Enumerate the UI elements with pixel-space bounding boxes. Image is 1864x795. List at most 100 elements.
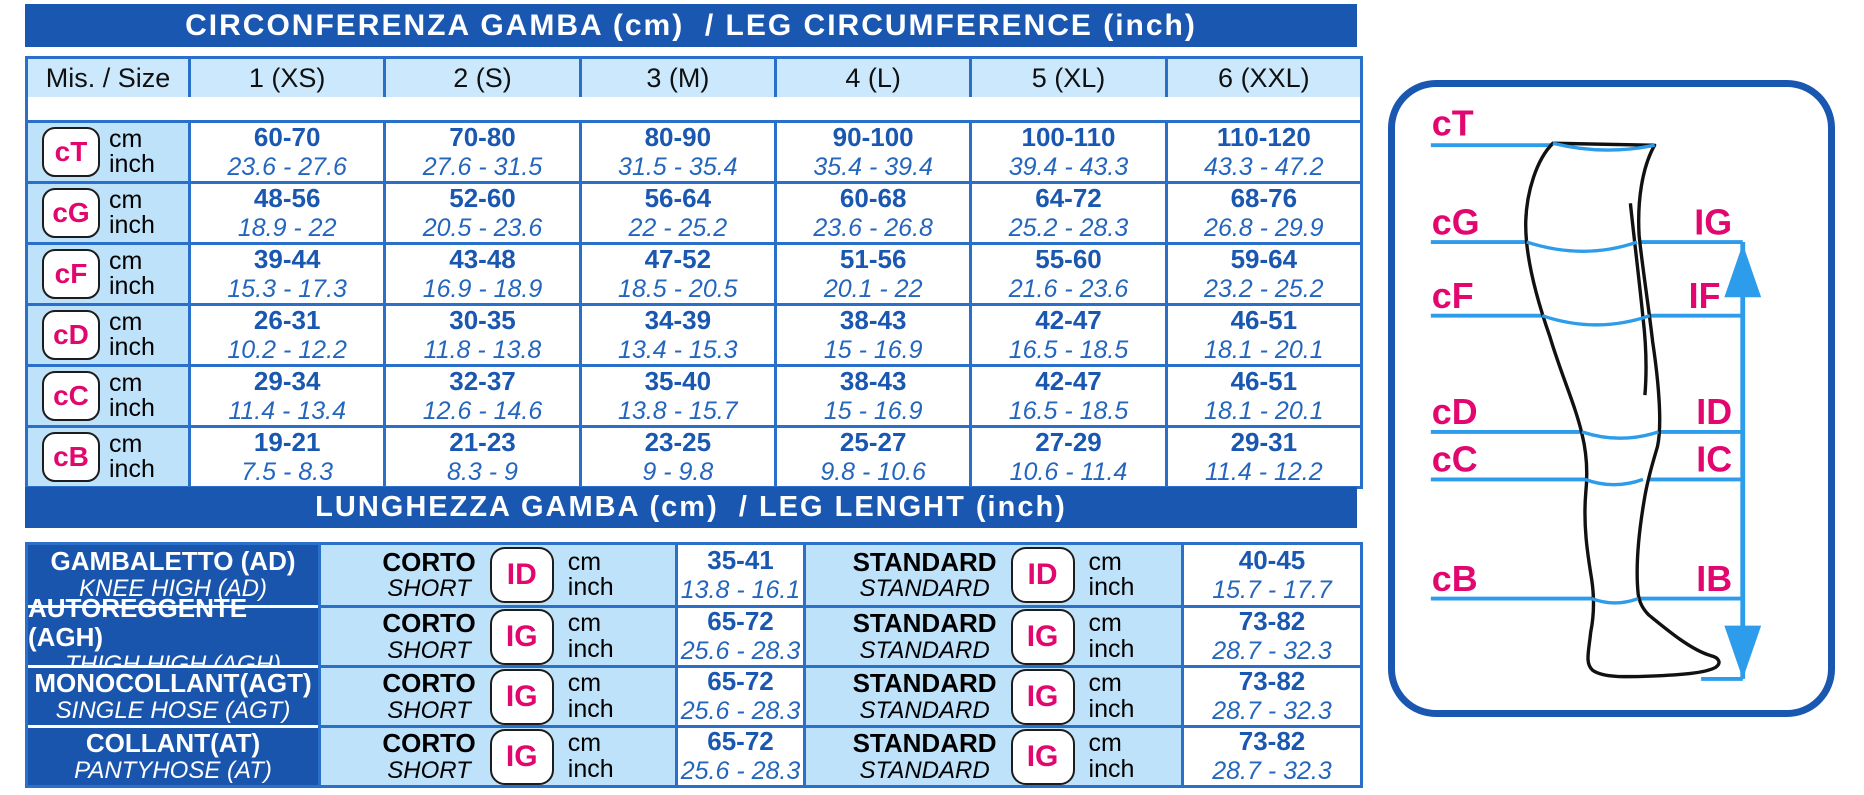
unit-labels: cm inch: [109, 248, 155, 300]
inch-range: 28.7 - 32.3: [1212, 697, 1332, 726]
inch-range: 18.5 - 20.5: [618, 274, 738, 303]
size-col-3: 3 (M): [578, 59, 774, 97]
value-cell: 46-51 18.1 - 20.1: [1164, 364, 1360, 425]
cm-range: 46-51: [1230, 365, 1298, 396]
standard-label: STANDARD STANDARD: [853, 548, 997, 601]
arc-cT: [1552, 141, 1655, 152]
cm-range: 34-39: [644, 304, 712, 335]
inch-range: 13.4 - 15.3: [618, 335, 738, 364]
value-cell: 56-64 22 - 25.2: [578, 181, 774, 242]
inch-range: 28.7 - 32.3: [1212, 637, 1332, 666]
inch-range: 28.7 - 32.3: [1212, 757, 1332, 786]
unit-labels: cm inch: [109, 126, 155, 178]
standard-value-cell: 73-82 28.7 - 32.3: [1181, 605, 1360, 665]
inch-range: 12.6 - 14.6: [422, 396, 543, 425]
inch-range: 20.1 - 22: [823, 274, 923, 303]
value-cell: 47-52 18.5 - 20.5: [578, 242, 774, 303]
inch-range: 11.4 - 12.2: [1204, 457, 1323, 486]
inch-range: 9.8 - 10.6: [820, 457, 926, 486]
size-col-4: 4 (L): [773, 59, 970, 97]
length-badge: IG: [1010, 728, 1075, 785]
length-table: GAMBALETTO (AD) KNEE HIGH (AD) CORTO SHO…: [25, 542, 1363, 788]
short-length-cell: CORTO SHORT IG cm inch: [318, 605, 675, 665]
product-name-it: COLLANT(AT): [85, 727, 261, 758]
cm-range: 42-47: [1035, 365, 1102, 396]
value-cell: 25-27 9.8 - 10.6: [773, 425, 970, 486]
cm-range: 51-56: [839, 243, 907, 274]
unit-inch-label: inch: [109, 333, 155, 361]
standard-label: STANDARD STANDARD: [853, 729, 997, 784]
unit-cm-label: cm: [109, 307, 143, 336]
inch-range: 18.9 - 22: [237, 213, 337, 242]
size-col-6: 6 (XXL): [1164, 59, 1360, 97]
inch-range: 18.1 - 20.1: [1204, 335, 1324, 364]
unit-inch-label: inch: [567, 754, 614, 783]
value-cell: 29-31 11.4 - 12.2: [1164, 425, 1360, 486]
measure-code: cC: [53, 380, 89, 411]
cm-range: 23-25: [644, 426, 712, 457]
unit-cm-label: cm: [1088, 729, 1122, 757]
inch-range: 10.2 - 12.2: [227, 335, 347, 364]
inch-range: 9 - 9.8: [642, 457, 714, 486]
unit-cm-label: cm: [1088, 547, 1122, 576]
length-code: IG: [1026, 739, 1059, 773]
unit-labels: cm inch: [1088, 729, 1135, 782]
unit-inch-label: inch: [567, 573, 614, 601]
cm-range: 48-56: [253, 182, 321, 213]
arc-cG: [1526, 240, 1638, 253]
inch-range: 35.4 - 39.4: [813, 152, 933, 181]
length-code: IG: [1026, 679, 1059, 713]
value-cell: 48-56 18.9 - 22: [188, 181, 384, 242]
cm-range: 90-100: [832, 121, 914, 152]
leg-diagram: cT cG cF cD cC cB IG IF ID IC IB: [1388, 80, 1835, 717]
unit-cm-label: cm: [1088, 669, 1122, 697]
value-cell: 43-48 16.9 - 18.9: [383, 242, 579, 303]
inch-range: 13.8 - 16.1: [680, 575, 801, 604]
product-name-cell: COLLANT(AT) PANTYHOSE (AT): [28, 725, 318, 785]
label-cT: cT: [1432, 104, 1474, 144]
inch-range: 11.4 - 13.4: [228, 396, 346, 425]
label-cC: cC: [1432, 440, 1478, 480]
measure-code: cF: [54, 258, 88, 289]
inch-range: 20.5 - 23.6: [422, 213, 543, 242]
circumference-title: CIRCONFERENZA GAMBA (cm) / LEG CIRCUMFER…: [25, 4, 1357, 47]
inch-range: 21.6 - 23.6: [1008, 274, 1129, 303]
measure-code: cD: [53, 319, 89, 350]
unit-labels: cm inch: [567, 547, 614, 601]
inch-range: 25.2 - 28.3: [1008, 213, 1129, 242]
value-cell: 100-110 39.4 - 43.3: [969, 120, 1165, 181]
product-name-cell: MONOCOLLANT(AGT) SINGLE HOSE (AGT): [28, 665, 318, 725]
cm-range: 52-60: [449, 182, 516, 213]
circumference-arcs: [1526, 141, 1660, 605]
inch-range: 22 - 25.2: [628, 213, 728, 242]
cm-range: 68-76: [1230, 182, 1298, 213]
label-cF: cF: [1432, 276, 1474, 316]
inch-range: 25.6 - 28.3: [680, 757, 801, 786]
standard-label-en: STANDARD: [859, 636, 990, 664]
measure-code: cG: [52, 197, 90, 228]
inch-range: 10.6 - 11.4: [1009, 457, 1128, 486]
value-cell: 52-60 20.5 - 23.6: [383, 181, 579, 242]
inch-range: 43.3 - 47.2: [1204, 152, 1324, 181]
measure-row-header: cT cm inch: [28, 120, 188, 181]
label-IB: IB: [1696, 559, 1732, 599]
label-IC: IC: [1696, 440, 1732, 480]
inch-range: 31.5 - 35.4: [618, 152, 738, 181]
value-cell: 38-43 15 - 16.9: [773, 303, 970, 364]
length-badge: IG: [1010, 608, 1075, 665]
cm-range: 100-110: [1021, 121, 1116, 152]
inch-range: 15 - 16.9: [823, 335, 923, 364]
size-col-1: 1 (XS): [188, 59, 384, 97]
cm-range: 70-80: [449, 121, 516, 152]
product-name-en: KNEE HIGH (AD): [78, 575, 267, 603]
cm-range: 60-70: [253, 121, 321, 152]
arc-cF: [1541, 314, 1651, 327]
circumference-table: Mis. / Size 1 (XS) 2 (S) 3 (M) 4 (L) 5 (…: [25, 56, 1363, 489]
measure-row-header: cF cm inch: [28, 242, 188, 303]
standard-length-cell: STANDARD STANDARD IG cm inch: [803, 605, 1181, 665]
standard-label-en: STANDARD: [859, 756, 990, 784]
unit-cm-label: cm: [567, 547, 602, 576]
cm-range: 19-21: [253, 426, 321, 457]
length-code: ID: [1027, 558, 1058, 591]
cm-range: 40-45: [1238, 544, 1306, 575]
